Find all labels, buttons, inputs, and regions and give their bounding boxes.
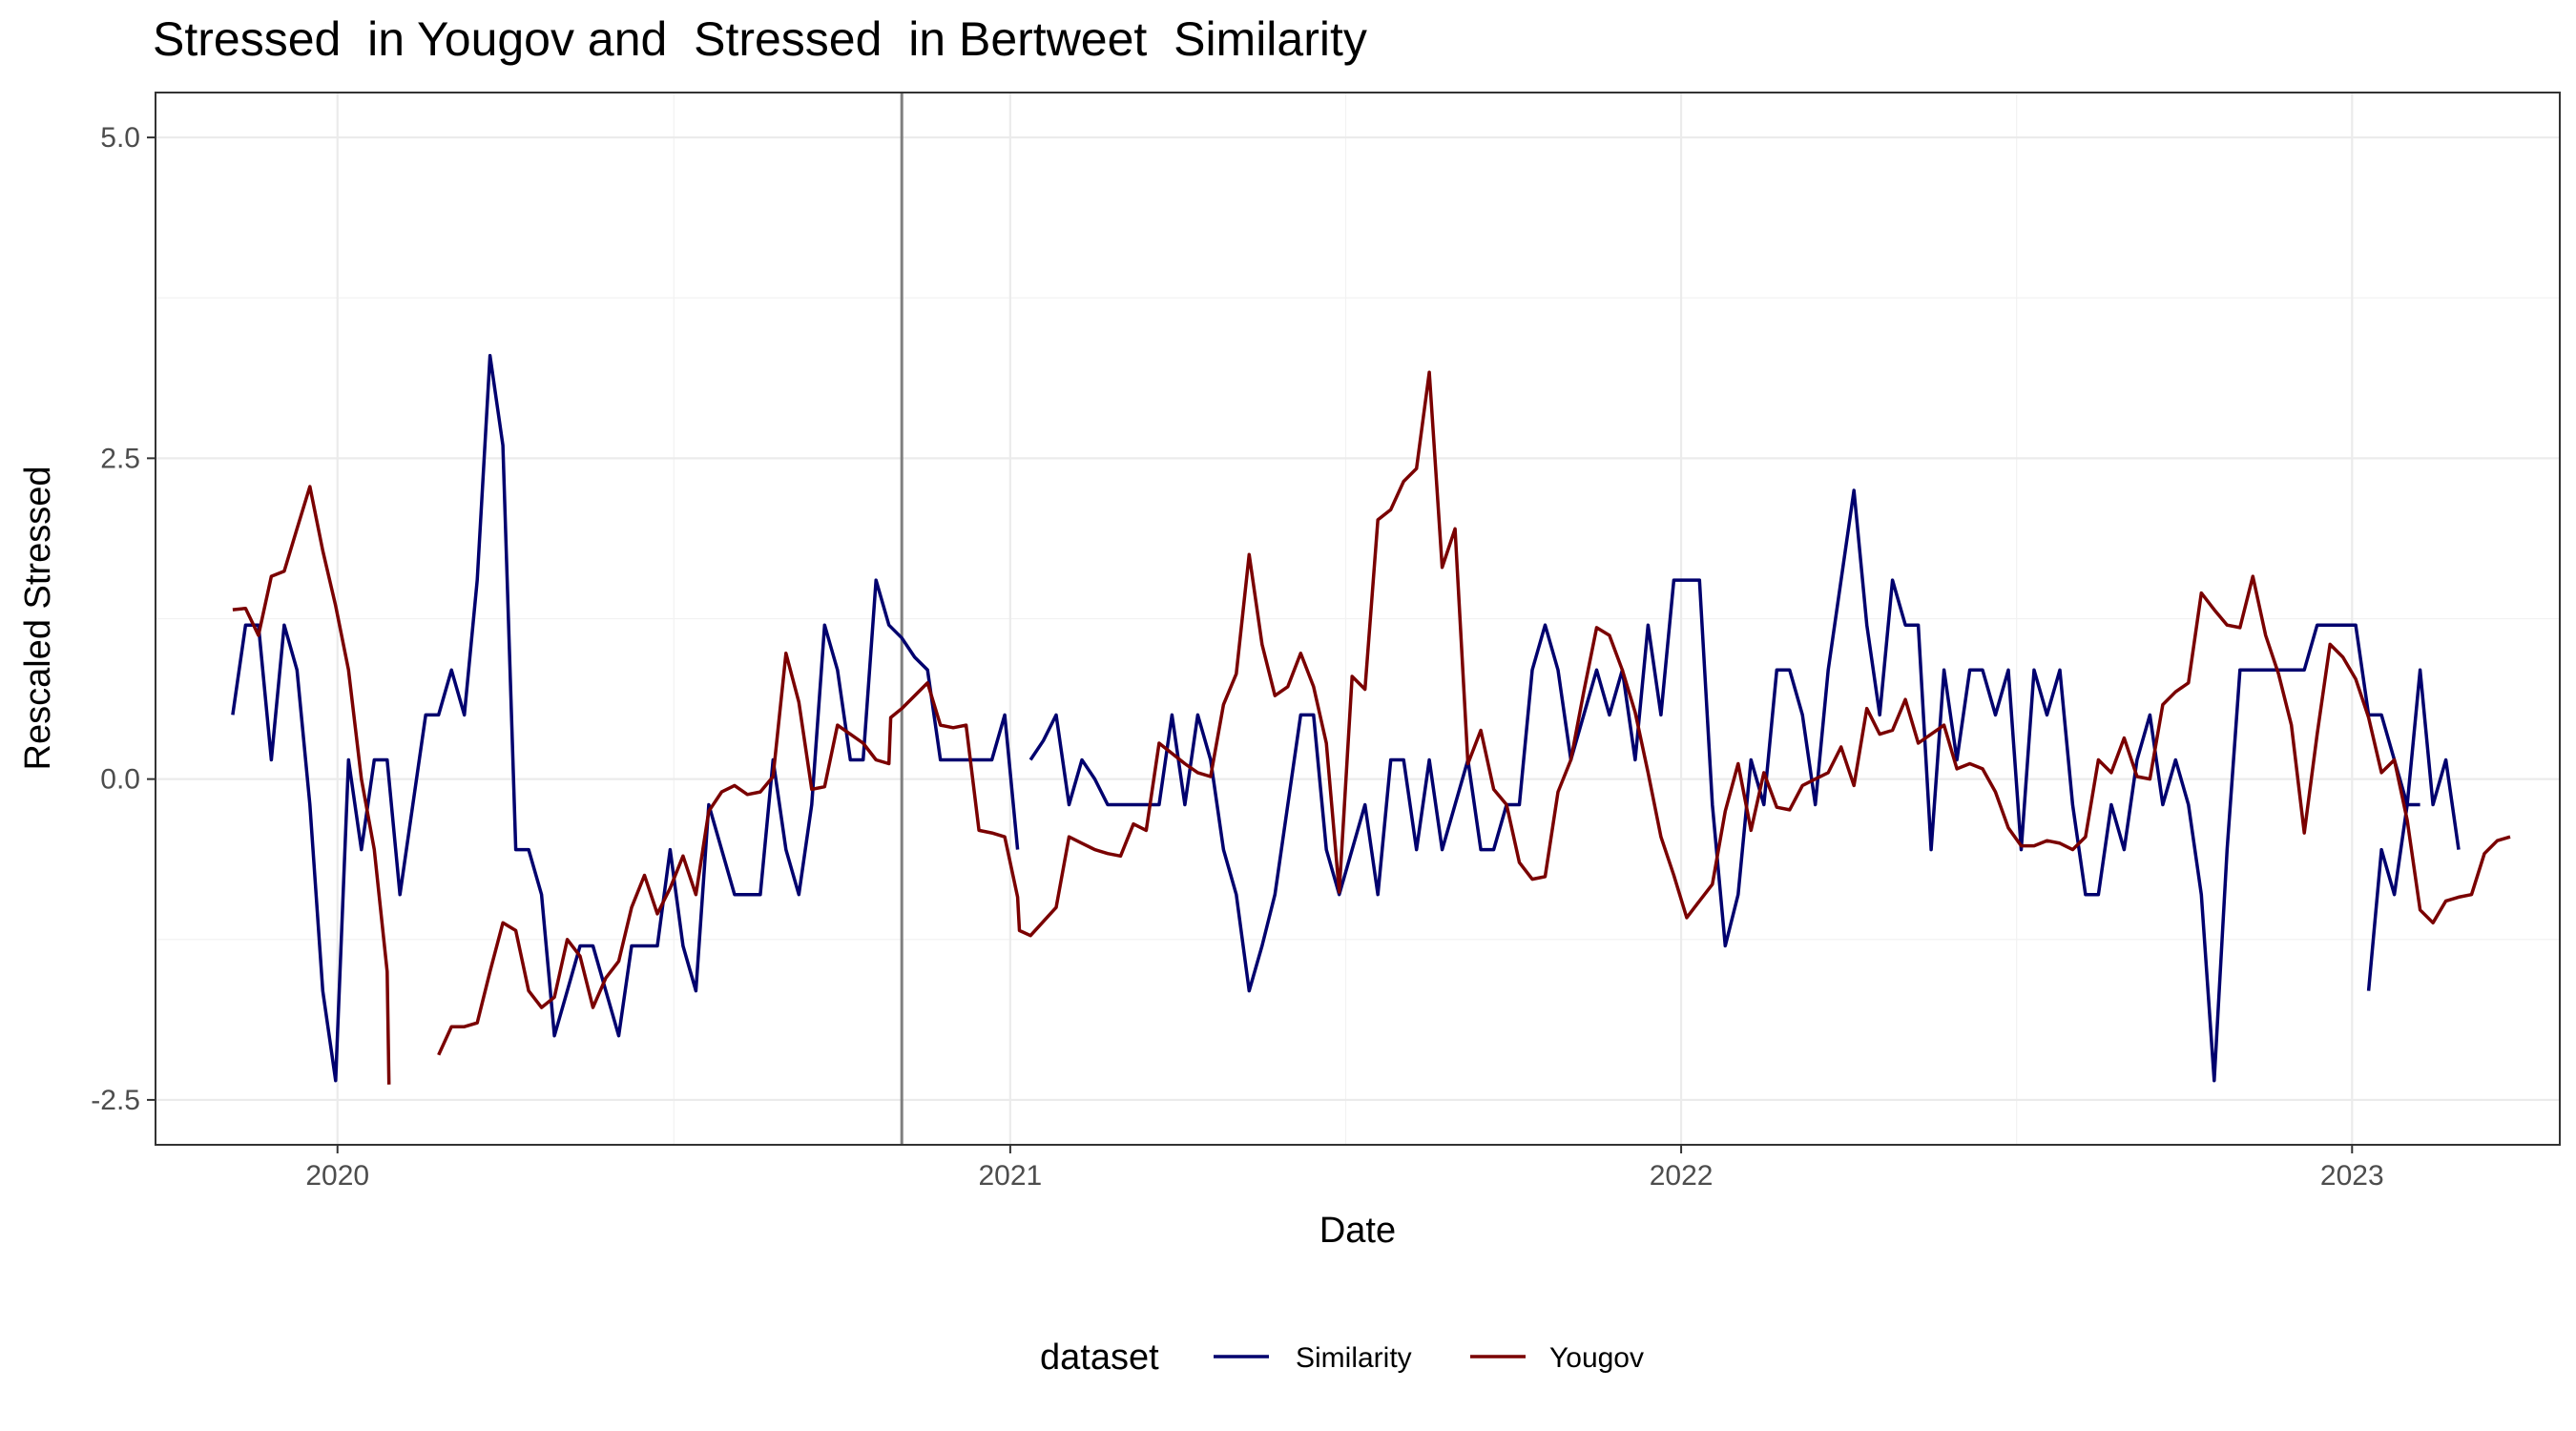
y-axis-title: Rescaled Stressed bbox=[18, 467, 58, 771]
y-tick-label: 0.0 bbox=[100, 764, 140, 796]
legend-title: dataset bbox=[1040, 1338, 1159, 1378]
y-tick-label: -2.5 bbox=[91, 1085, 140, 1116]
x-tick-label: 2022 bbox=[1650, 1160, 1714, 1192]
series-layer bbox=[231, 353, 2511, 1085]
series-line-similarity bbox=[1028, 488, 2420, 1083]
plot-border bbox=[155, 92, 2561, 1146]
x-tick-label: 2020 bbox=[305, 1160, 369, 1192]
minor-gridlines bbox=[156, 93, 2560, 1145]
axis-ticks: -2.5 0.0 2.5 5.0 2020 2021 2022 2023 bbox=[91, 122, 2383, 1192]
y-tick-label: 2.5 bbox=[100, 443, 140, 474]
chart-title: Stressed in Yougov and Stressed in Bertw… bbox=[153, 12, 1367, 66]
y-tick-label: 5.0 bbox=[100, 122, 140, 154]
legend-label-similarity: Similarity bbox=[1296, 1342, 1412, 1374]
series-line-yougov bbox=[232, 485, 391, 1085]
series-line-similarity bbox=[2366, 668, 2461, 991]
legend-label-yougov: Yougov bbox=[1549, 1342, 1644, 1374]
x-axis-title: Date bbox=[1319, 1211, 1396, 1251]
x-tick-label: 2023 bbox=[2320, 1160, 2384, 1192]
series-line-yougov bbox=[437, 370, 2511, 1056]
x-tick-label: 2021 bbox=[978, 1160, 1042, 1192]
series-line-similarity bbox=[231, 353, 1020, 1083]
legend: dataset Similarity Yougov bbox=[1040, 1338, 1644, 1378]
